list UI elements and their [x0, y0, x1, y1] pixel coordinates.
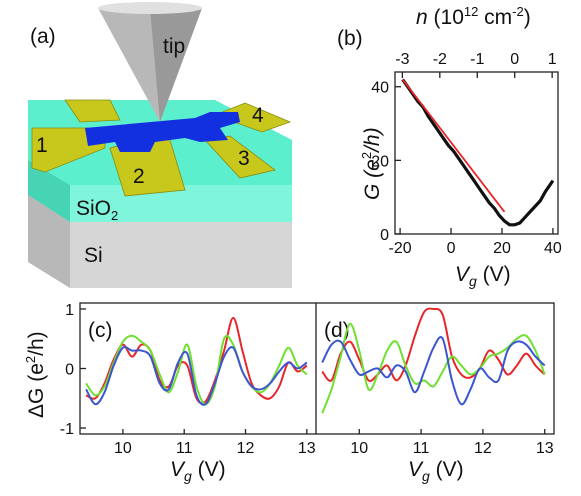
- contact-top-left-pad: [64, 99, 121, 123]
- panel-d-x-ticks: 10 11 12 13: [350, 429, 554, 457]
- panel-b-top-tick-label: -3: [395, 51, 409, 68]
- panel-b-top-tick-label: -2: [433, 51, 447, 68]
- sio2-label: SiO2: [76, 197, 118, 223]
- panel-b-x-axis-label: Vg (V): [455, 263, 511, 289]
- panel-d-series-0: [321, 307, 546, 382]
- panel-a-device-schematic: (a) tip 1 2 3 4 SiO2 Si: [28, 2, 292, 288]
- contact-label-1: 1: [36, 134, 48, 157]
- panel-b-top-tick-label: 1: [548, 51, 557, 68]
- contact-4-pad: [213, 102, 292, 133]
- contact-label-4: 4: [252, 104, 264, 127]
- panel-label-b: (b): [337, 27, 363, 50]
- panel-d-series-2: [321, 336, 546, 406]
- panel-c-x-tick-label: 12: [237, 440, 255, 457]
- panel-cd-y-tick-label: -1: [60, 421, 74, 438]
- panel-b-x-tick-label: -20: [389, 240, 412, 257]
- panel-d-x-tick-label: 11: [413, 440, 430, 457]
- panel-cd-y-tick-label: 0: [65, 362, 74, 379]
- panel-d-plot: [321, 307, 546, 414]
- panel-c-x-tick-label: 10: [114, 440, 132, 457]
- panel-b-y-tick-label: 20: [371, 153, 389, 170]
- panel-b-y-tick-label: 40: [371, 80, 389, 97]
- panel-d-series-1: [321, 322, 546, 414]
- afm-tip-top: [98, 2, 202, 14]
- si-substrate-front: [28, 195, 292, 288]
- sio2-layer-side: [28, 160, 70, 222]
- panel-d-x-tick-label: 13: [536, 440, 554, 457]
- panel-b-x-tick-label: 0: [447, 240, 456, 257]
- panel-c-x-axis-label: Vg (V): [170, 458, 226, 484]
- panel-b-top-tick-label: 0: [510, 51, 519, 68]
- si-label: Si: [84, 244, 103, 267]
- panel-d-x-tick-label: 10: [350, 440, 368, 457]
- panel-b-top-ticks: -3 -2 -1 0 1: [395, 51, 557, 78]
- panel-b-series-0: [401, 78, 555, 227]
- panel-c-x-tick-label: 11: [176, 440, 193, 457]
- graphene-hall-bar: [85, 112, 240, 152]
- panel-c-series-2: [85, 346, 308, 406]
- top-axis-label: n (1012 cm-2): [416, 4, 531, 29]
- panel-label-c: (c): [88, 319, 113, 342]
- panel-b-x-ticks: -20 0 20 40: [389, 228, 562, 257]
- contact-label-3: 3: [238, 147, 250, 170]
- panel-b-series-1: [401, 78, 506, 213]
- panel-cd-fluctuations: (c) (d) 10-1 10 11 12 13 10 11 12 13 ΔG (e2/h)…: [23, 302, 555, 484]
- panel-label-a: (a): [30, 25, 56, 48]
- panel-c-x-tick-label: 13: [298, 440, 316, 457]
- si-substrate-side: [28, 195, 70, 288]
- panel-b-plot: [401, 78, 555, 227]
- panel-c-x-ticks: 10 11 12 13: [114, 429, 316, 457]
- panel-c-plot: [85, 316, 308, 406]
- contact-label-2: 2: [133, 165, 145, 188]
- panel-b-top-tick-label: -1: [470, 51, 484, 68]
- panel-d-x-tick-label: 12: [474, 440, 492, 457]
- panel-b-x-tick-label: 20: [493, 240, 511, 257]
- panel-b-y-ticks: 0 20 40: [371, 80, 401, 244]
- panel-b-frame: [394, 71, 559, 235]
- panel-b-y-axis-label: G (e2/h): [359, 127, 384, 200]
- panel-c-series-0: [85, 316, 308, 405]
- panel-cd-y-tick-label: 1: [65, 302, 74, 319]
- panel-b-x-tick-label: 40: [544, 240, 562, 257]
- panel-d-x-axis-label: Vg (V): [408, 458, 464, 484]
- tip-label: tip: [163, 35, 185, 58]
- panel-cd-y-axis-label: ΔG (e2/h): [23, 331, 48, 418]
- panel-b-y-tick-label: 0: [380, 227, 389, 244]
- panel-cd-y-ticks: 1 0 -1: [60, 302, 86, 438]
- panel-label-d: (d): [324, 319, 350, 342]
- afm-tip-shade: [150, 8, 202, 122]
